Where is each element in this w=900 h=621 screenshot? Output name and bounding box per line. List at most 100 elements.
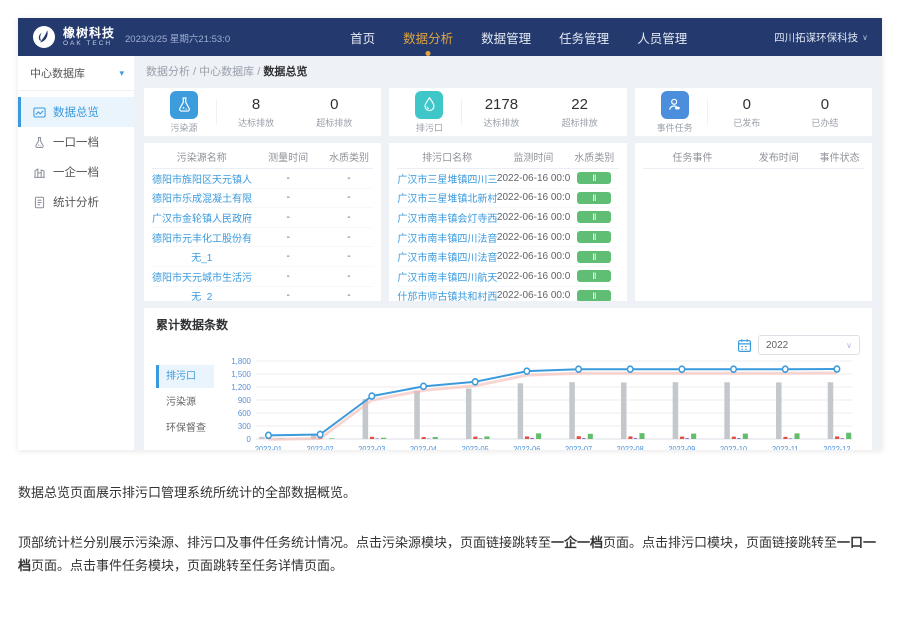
stat-card-outlet[interactable]: 排污口 2178 达标排放 22 超标排放 — [389, 88, 627, 136]
chart-tab-outlet[interactable]: 排污口 — [156, 365, 214, 388]
description-text: 页面。点击排污口模块，页面链接跳转至 — [603, 534, 838, 550]
breadcrumb-item[interactable]: 中心数据库 — [199, 66, 255, 78]
database-select[interactable]: 中心数据库 ▾ — [18, 56, 134, 91]
sidebar-item-label: 统计分析 — [53, 197, 99, 209]
nav-menu: 首页 数据分析 数据管理 任务管理 人员管理 — [350, 24, 687, 51]
nav-item-personnel-management[interactable]: 人员管理 — [637, 31, 688, 46]
stat-card-title: 污染源 — [170, 122, 198, 133]
stat-label: 达标排放 — [483, 117, 520, 128]
nav-item-home[interactable]: 首页 — [350, 31, 376, 46]
overview-icon — [33, 106, 46, 119]
description-bold-term: 一企一档 — [551, 534, 604, 550]
year-select: 2022 ∨ — [737, 335, 860, 355]
svg-text:2022-04: 2022-04 — [410, 445, 438, 450]
svg-text:2022-11: 2022-11 — [772, 445, 799, 450]
cell: 2022-06-16 00:00 — [496, 211, 570, 223]
cell: Ⅱ — [570, 270, 619, 283]
table-row[interactable]: 广汉市南丰镇四川航天职...2022-06-16 00:00 Ⅱ — [397, 267, 619, 287]
year-dropdown-value: 2022 — [766, 339, 789, 351]
calendar-icon — [737, 338, 752, 353]
page-description: 数据总览页面展示排污口管理系统所统计的全部数据概览。 顶部统计栏分别展示污染源、… — [18, 482, 882, 577]
cell: Ⅱ — [570, 172, 619, 185]
table-row[interactable]: 德阳市乐成混凝土有限... - - — [152, 189, 374, 209]
cell-name: 德阳市天元城市生活污水... — [152, 272, 252, 284]
table-row[interactable]: 德阳市元丰化工股份有限... - - — [152, 228, 374, 248]
chart-tab-pollution-source[interactable]: 污染源 — [166, 397, 196, 408]
stat: 2178 达标排放 — [462, 96, 540, 129]
cell: - — [347, 290, 351, 301]
user-account-dropdown[interactable]: 四川拓谋环保科技 ∨ — [774, 30, 868, 45]
nav-item-task-management[interactable]: 任务管理 — [559, 31, 610, 46]
chart-tab-env-inspection[interactable]: 环保督查 — [166, 423, 206, 434]
svg-text:2022-06: 2022-06 — [513, 445, 540, 450]
table-row[interactable]: 广汉市金轮镇人民政府 - - — [152, 208, 374, 228]
stat-value: 0 — [330, 95, 339, 113]
divider — [706, 99, 708, 125]
svg-text:900: 900 — [238, 396, 251, 405]
column-header: 监测时间 — [513, 153, 554, 164]
cell-name: 广汉市南丰镇四川航天职... — [397, 272, 497, 284]
table-header: 排污口名称 监测时间 水质类别 — [397, 145, 619, 169]
stat-card-event-task[interactable]: 事件任务 0 已发布 0 已办结 — [634, 88, 872, 136]
chart-body: 排污口 污染源 环保督查 0 300 600 900 1,200 1,500 1,800 2022… — [156, 355, 860, 450]
year-dropdown[interactable]: 2022 ∨ — [758, 335, 860, 355]
table-row[interactable]: 广汉市三星堆镇北新村东...2022-06-16 00:00 Ⅱ — [397, 189, 619, 209]
water-quality-badge: Ⅱ — [577, 231, 612, 244]
table-row[interactable]: 广汉市南丰镇四川法音学...2022-06-16 00:00 Ⅱ — [397, 247, 619, 267]
table-row[interactable]: 广汉市三星堆镇四川三星...2022-06-16 00:00 Ⅱ — [397, 169, 619, 189]
cell: - — [347, 231, 351, 243]
divider — [216, 99, 217, 125]
cell-name: 德阳市元丰化工股份有限... — [152, 233, 252, 245]
cell: - — [286, 231, 290, 243]
stat-label: 已办结 — [811, 117, 839, 128]
divider — [461, 99, 463, 125]
cell: - — [347, 251, 351, 263]
sidebar-item-outlet-archive[interactable]: 一口一档 — [18, 127, 134, 157]
sidebar-item-label: 一企一档 — [53, 167, 99, 179]
svg-text:0: 0 — [247, 435, 252, 444]
table-row[interactable]: 什邡市师古镇共和村西40...2022-06-16 00:00 Ⅱ — [397, 287, 618, 301]
table-row[interactable]: 德阳市旌阳区天元镇人民... - - — [152, 169, 374, 189]
table-row[interactable]: 广汉市南丰镇会灯寺西14...2022-06-16 00:00 Ⅱ — [397, 208, 619, 228]
table-row[interactable]: 无_2 - - — [152, 287, 373, 301]
cell: - — [286, 290, 290, 301]
svg-text:300: 300 — [238, 422, 251, 431]
chevron-down-icon: ▾ — [119, 67, 124, 78]
water-quality-badge: Ⅱ — [577, 270, 612, 283]
sidebar-item-label: 一口一档 — [53, 137, 99, 149]
column-header: 水质类别 — [328, 153, 369, 164]
sidebar-item-statistic-analysis[interactable]: 统计分析 — [18, 187, 134, 217]
svg-text:2022-09: 2022-09 — [668, 445, 695, 450]
nav-item-data-analysis[interactable]: 数据分析 — [403, 24, 453, 51]
stat: 0 已办结 — [786, 96, 864, 129]
app-screenshot: 橡树科技 OAK TECH 2023/3/25 星期六21:53:0 首页 数据分… — [18, 18, 882, 450]
cell-name: 德阳市乐成混凝土有限... — [152, 194, 252, 206]
cell-name: 广汉市南丰镇四川法音学... — [397, 253, 497, 265]
sidebar-item-enterprise-archive[interactable]: 一企一档 — [18, 157, 134, 187]
cell: Ⅱ — [570, 250, 619, 263]
description-text: 顶部统计栏分别展示污染源、排污口及事件任务统计情况。点击污染源模块，页面链接跳转… — [18, 534, 552, 550]
stat: 8 达标排放 — [217, 96, 295, 129]
stat-value: 0 — [820, 95, 830, 113]
nav-item-data-management[interactable]: 数据管理 — [481, 31, 532, 46]
brand[interactable]: 橡树科技 OAK TECH — [32, 25, 115, 49]
stat-card-pollution-source[interactable]: 污染源 8 达标排放 0 超标排放 — [144, 88, 382, 136]
table-row[interactable]: 广汉市南丰镇四川法音学...2022-06-16 00:00 Ⅱ — [397, 228, 619, 248]
cell: - — [347, 211, 351, 223]
chart-panel: 累计数据条数 2022 ∨ — [144, 308, 872, 450]
cell: Ⅱ — [570, 289, 619, 301]
breadcrumb-item[interactable]: 数据分析 — [146, 66, 190, 78]
description-paragraph-1: 数据总览页面展示排污口管理系统所统计的全部数据概览。 — [18, 485, 357, 500]
table-row[interactable]: 无_1 - - — [152, 247, 374, 267]
description-bold-term: 一口一档 — [18, 534, 877, 573]
main-panel: 数据分析 / 中心数据库 / 数据总览 污染源 8 达标排放 0 超标排放 排污口 2178… — [134, 56, 882, 450]
stat-card-icon-wrap: 事件任务 — [643, 90, 707, 134]
breadcrumb-separator: / — [254, 66, 264, 78]
cell-name: 什邡市师古镇共和村西40... — [397, 292, 497, 301]
svg-text:2022-08: 2022-08 — [617, 445, 644, 450]
sidebar-item-data-overview[interactable]: 数据总览 — [18, 97, 134, 127]
table-row[interactable]: 德阳市天元城市生活污水... - - — [152, 267, 374, 287]
cell: Ⅱ — [570, 191, 619, 204]
stat-value: 8 — [251, 95, 261, 113]
